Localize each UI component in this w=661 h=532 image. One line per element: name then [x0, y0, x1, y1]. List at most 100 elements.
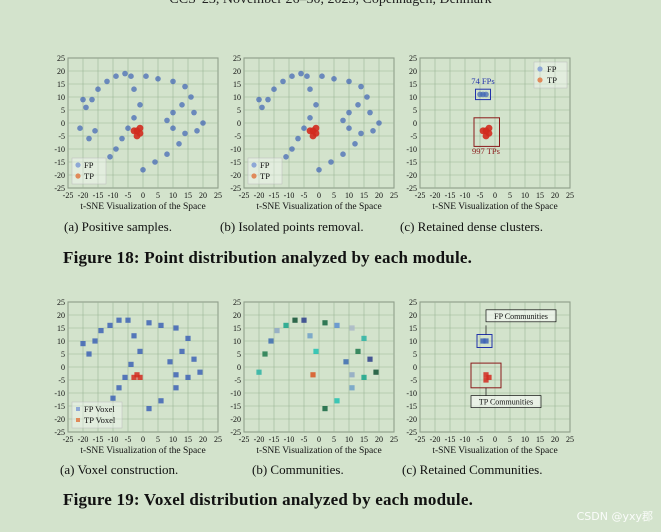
x-tick-label: -25: [239, 191, 250, 200]
legend-marker: [537, 66, 543, 72]
x-tick-label: -20: [254, 191, 265, 200]
data-point: [367, 109, 373, 116]
tp-communities-callout: [470, 395, 542, 408]
y-tick-label: 20: [233, 67, 241, 76]
y-tick-label: 10: [409, 337, 417, 346]
data-point: [301, 317, 307, 323]
x-tick-label: 5: [508, 191, 512, 200]
data-point: [328, 159, 334, 165]
figure18-panel-c: -25 -25 -20 -20 -15 -15 -10 -10 -5 -5 0 0 5 5 10 10 15 15…: [392, 52, 578, 214]
data-point: [164, 117, 170, 124]
data-point: [334, 322, 340, 328]
x-tick-label: -20: [430, 435, 441, 444]
data-point: [128, 361, 134, 367]
chart-18c: -25-25 -20 -20 -15 -15 -10 -10 -5 -5 0 0 5 5 10 10 15 15…: [406, 54, 574, 212]
data-point: [170, 109, 176, 116]
y-tick-label: 10: [233, 93, 241, 102]
data-point: [312, 124, 320, 132]
data-point: [358, 83, 364, 90]
y-tick-label: 0: [413, 363, 417, 372]
data-point: [137, 374, 143, 380]
data-point: [483, 91, 489, 98]
x-tick-label: -15: [93, 191, 104, 200]
data-point: [170, 125, 176, 131]
data-point: [313, 102, 319, 108]
x-tick-label: -5: [125, 435, 132, 444]
data-point: [271, 86, 277, 92]
x-axis-label: t-SNE Visualization of the Space: [432, 445, 557, 456]
legend: [533, 61, 568, 89]
data-point: [158, 322, 164, 328]
y-tick-label: -5: [410, 132, 417, 141]
fp-communities-callout: [485, 309, 557, 323]
chart-19a: -25-25 -20 -20 -15 -15 -10 -10 -5 -5 0 0 5 5 10 10 15 15…: [54, 298, 222, 456]
y-tick-label: -20: [54, 171, 65, 180]
data-point: [358, 130, 364, 137]
x-tick-label: 15: [184, 191, 192, 200]
data-point: [182, 130, 188, 137]
legend-label: FP: [260, 160, 270, 170]
y-tick-label: -25: [230, 428, 241, 437]
x-tick-label: 20: [375, 191, 383, 200]
x-axis-label: t-SNE Visualization of the Space: [80, 445, 205, 456]
data-point: [119, 135, 125, 142]
x-tick-label: 5: [156, 435, 160, 444]
x-tick-label: 10: [521, 435, 529, 444]
data-point: [80, 341, 86, 347]
data-point: [116, 317, 122, 323]
x-tick-label: -15: [445, 191, 456, 200]
data-point: [340, 151, 346, 157]
legend-marker: [251, 162, 257, 168]
data-point: [301, 125, 307, 131]
y-tick-label: -25: [54, 184, 65, 193]
y-tick-label: 25: [233, 54, 241, 63]
data-point: [122, 70, 128, 77]
legend: [247, 157, 283, 185]
data-point: [307, 86, 313, 92]
data-point: [146, 406, 152, 412]
x-tick-label: -5: [477, 191, 484, 200]
data-point: [334, 398, 340, 404]
fp-highlight-box: [475, 88, 491, 101]
x-tick-label: 0: [493, 191, 497, 200]
data-point: [130, 127, 138, 135]
x-tick-label: -10: [108, 191, 119, 200]
data-point: [289, 73, 295, 79]
x-tick-label: 0: [317, 435, 321, 444]
chart-19c: -25-25 -20 -20 -15 -15 -10 -10 -5 -5 0 0 5 5 10 10 15 15…: [406, 298, 574, 456]
data-point: [289, 146, 295, 152]
x-tick-label: -5: [301, 435, 308, 444]
figure18-caption: Figure 18: Point distribution analyzed b…: [63, 248, 473, 267]
data-point: [107, 154, 113, 160]
y-tick-label: -10: [54, 389, 65, 398]
y-tick-label: -10: [230, 389, 241, 398]
data-point: [310, 372, 316, 378]
data-point: [176, 141, 182, 147]
fp-communities-label: FP Communities: [494, 312, 548, 321]
data-point: [131, 333, 137, 339]
data-point: [346, 125, 352, 131]
data-point: [265, 96, 271, 103]
legend: [71, 157, 107, 185]
y-tick-label: -10: [230, 145, 241, 154]
data-point: [370, 128, 376, 134]
x-tick-label: 25: [566, 191, 574, 200]
data-point: [173, 372, 179, 378]
data-point: [98, 328, 104, 334]
y-tick-label: 15: [57, 80, 65, 89]
data-point: [80, 96, 86, 103]
y-tick-label: 20: [409, 67, 417, 76]
y-tick-label: -15: [54, 402, 65, 411]
legend-marker: [76, 407, 80, 411]
legend-marker: [251, 173, 257, 179]
subcaption-18c: (c) Retained dense clusters.: [400, 219, 543, 234]
data-point: [191, 356, 197, 362]
y-tick-label: 5: [237, 350, 241, 359]
data-point: [107, 322, 113, 328]
x-tick-label: 25: [390, 191, 398, 200]
subcaption-18b: (b) Isolated points removal.: [220, 219, 364, 234]
data-point: [355, 348, 361, 354]
data-point: [122, 374, 128, 380]
data-point: [262, 351, 268, 357]
y-tick-label: 5: [413, 350, 417, 359]
